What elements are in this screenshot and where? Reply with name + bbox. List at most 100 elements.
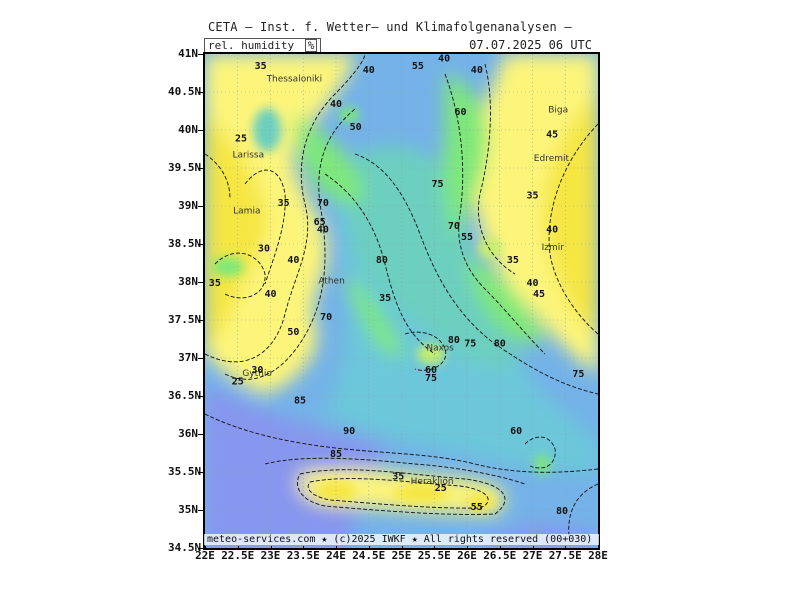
city-label: Larissa bbox=[233, 150, 265, 160]
latitude-tick bbox=[198, 92, 204, 93]
longitude-tick bbox=[270, 546, 272, 550]
contour-value-label: 45 bbox=[546, 130, 558, 141]
contour-value-label: 35 bbox=[278, 198, 290, 209]
longitude-tick bbox=[467, 546, 468, 550]
field-region bbox=[465, 254, 545, 345]
contour-line bbox=[205, 54, 366, 363]
longitude-label: 28E bbox=[588, 549, 608, 562]
contour-value-label: 65 bbox=[314, 217, 326, 228]
contour-value-label: 35 bbox=[526, 190, 538, 201]
contour-line bbox=[444, 73, 546, 355]
contour-line bbox=[478, 63, 516, 275]
longitude-label: 22E bbox=[195, 549, 215, 562]
contour-value-label: 60 bbox=[425, 365, 437, 376]
contour-line bbox=[244, 169, 286, 285]
latitude-tick bbox=[198, 510, 204, 511]
contour-value-label: 40 bbox=[317, 225, 329, 236]
latitude-tick bbox=[198, 434, 204, 435]
city-label: Naxos bbox=[426, 343, 454, 353]
longitude-tick bbox=[303, 546, 305, 550]
field-region bbox=[295, 114, 365, 205]
latitude-label: 38.5N bbox=[168, 237, 202, 250]
contour-value-label: 35 bbox=[392, 472, 404, 483]
contour-value-label: 60 bbox=[454, 107, 466, 118]
latitude-tick bbox=[198, 54, 204, 55]
latitude-label: 36N bbox=[178, 427, 198, 440]
contour-value-label: 40 bbox=[471, 65, 483, 76]
latitude-tick bbox=[198, 282, 204, 283]
longitude-label: 27E bbox=[522, 549, 543, 562]
longitude-tick bbox=[368, 546, 370, 550]
latitude-label: 37N bbox=[178, 351, 198, 364]
field-island bbox=[534, 454, 551, 475]
longitude-label: 25.5E bbox=[417, 549, 451, 562]
field-region bbox=[349, 146, 525, 368]
copyright-footer: meteo-services.com ★ (c)2025 IWKF ★ All … bbox=[204, 534, 599, 545]
latitude-tick bbox=[198, 548, 204, 549]
contour-value-label: 50 bbox=[350, 122, 362, 133]
latitude-label: 35.5N bbox=[168, 465, 202, 478]
contour-value-label: 40 bbox=[264, 289, 276, 300]
latitude-tick bbox=[198, 244, 204, 245]
contour-value-label: 30 bbox=[251, 365, 263, 376]
contour-value-label: 35 bbox=[255, 61, 267, 72]
city-label: Izmir bbox=[542, 243, 565, 253]
contour-value-label: 60 bbox=[510, 426, 522, 437]
longitude-label: 24.5E bbox=[352, 549, 386, 562]
humidity-field bbox=[205, 54, 598, 548]
longitude-label: 23.5E bbox=[286, 549, 320, 562]
field-region bbox=[205, 54, 355, 394]
contour-value-label: 90 bbox=[343, 426, 355, 437]
contour-value-label: 40 bbox=[438, 54, 450, 65]
latitude-label: 39N bbox=[178, 199, 198, 212]
city-label: Athen bbox=[318, 277, 344, 287]
contour-line bbox=[296, 469, 506, 515]
contour-value-label: 40 bbox=[546, 225, 558, 236]
contour-value-label: 40 bbox=[330, 99, 342, 110]
city-label: Thessaloniki bbox=[266, 74, 323, 84]
longitude-label: 23E bbox=[260, 549, 281, 562]
valid-time: 07.07.2025 06 UTC bbox=[469, 38, 592, 52]
contour-line bbox=[224, 108, 356, 380]
field-island bbox=[416, 344, 445, 365]
map-frame: Thessaloniki Larissa Lamia Athen Izmir Edremi… bbox=[203, 52, 600, 550]
contour-value-label: 25 bbox=[235, 133, 247, 144]
contour-value-label: 40 bbox=[363, 65, 375, 76]
field-island bbox=[477, 237, 502, 258]
contour-value-label: 80 bbox=[556, 506, 568, 517]
field-region bbox=[345, 274, 405, 357]
contour-line bbox=[354, 153, 598, 395]
contour-lines bbox=[205, 54, 598, 545]
longitude-tick bbox=[598, 546, 599, 550]
latitude-label: 40.5N bbox=[168, 85, 202, 98]
city-label: Edremit bbox=[534, 154, 570, 164]
contour-value-label: 85 bbox=[294, 396, 306, 407]
field-region bbox=[205, 114, 268, 354]
contour-line bbox=[548, 123, 598, 335]
unit-label: % bbox=[304, 39, 318, 52]
chart-title: CETA — Inst. f. Wetter— und Klimafolgena… bbox=[208, 20, 572, 34]
field-island bbox=[466, 494, 495, 511]
contour-value-label: 55 bbox=[461, 232, 473, 243]
longitude-label: 26E bbox=[457, 549, 477, 562]
contour-value-label: 85 bbox=[330, 449, 342, 460]
contour-value-label: 40 bbox=[287, 255, 299, 266]
lat-lon-grid bbox=[205, 54, 598, 548]
latitude-tick bbox=[198, 168, 204, 169]
latitude-label: 40N bbox=[178, 123, 198, 136]
latitude-label: 37.5N bbox=[168, 313, 202, 326]
contour-line bbox=[264, 457, 526, 485]
contour-value-label: 35 bbox=[507, 255, 519, 266]
longitude-tick bbox=[205, 546, 206, 550]
parameter-name: rel. humidity bbox=[208, 39, 295, 52]
contour-line bbox=[524, 436, 556, 469]
longitude-tick bbox=[565, 546, 567, 550]
city-label: Lamia bbox=[233, 207, 260, 217]
longitude-tick bbox=[401, 546, 403, 550]
contour-value-label: 40 bbox=[526, 278, 538, 289]
latitude-label: 36.5N bbox=[168, 389, 202, 402]
contour-value-label: 80 bbox=[448, 335, 460, 346]
city-labels: Thessaloniki Larissa Lamia Athen Izmir Edremi… bbox=[233, 74, 570, 487]
contour-value-label: 70 bbox=[317, 198, 329, 209]
